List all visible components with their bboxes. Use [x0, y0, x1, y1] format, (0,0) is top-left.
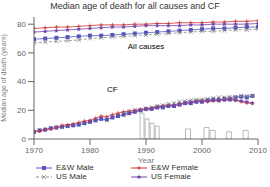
html-text:US Female: US Female — [151, 172, 191, 181]
svg-text:1980: 1980 — [81, 146, 99, 155]
svg-text:Year: Year — [138, 156, 155, 165]
html-text:E&W Male: E&W Male — [56, 163, 94, 172]
svg-text:1990: 1990 — [137, 146, 155, 155]
svg-text:Median age of death (years): Median age of death (years) — [8, 34, 9, 122]
html-text:E&W Female: E&W Female — [151, 163, 199, 172]
svg-text:All causes: All causes — [128, 42, 164, 51]
svg-text:2000: 2000 — [193, 146, 211, 155]
html-text:US Male: US Male — [56, 172, 87, 181]
svg-text:2010: 2010 — [249, 146, 262, 155]
svg-text:CF: CF — [107, 85, 118, 94]
svg-text:60: 60 — [17, 49, 26, 58]
svg-text:0: 0 — [22, 135, 27, 144]
svg-text:20: 20 — [17, 106, 26, 115]
svg-text:80: 80 — [17, 20, 26, 29]
svg-text:1970: 1970 — [25, 146, 43, 155]
html-text:Median age of death for all ca: Median age of death for all causes and C… — [50, 1, 220, 11]
svg-text:40: 40 — [17, 77, 26, 86]
